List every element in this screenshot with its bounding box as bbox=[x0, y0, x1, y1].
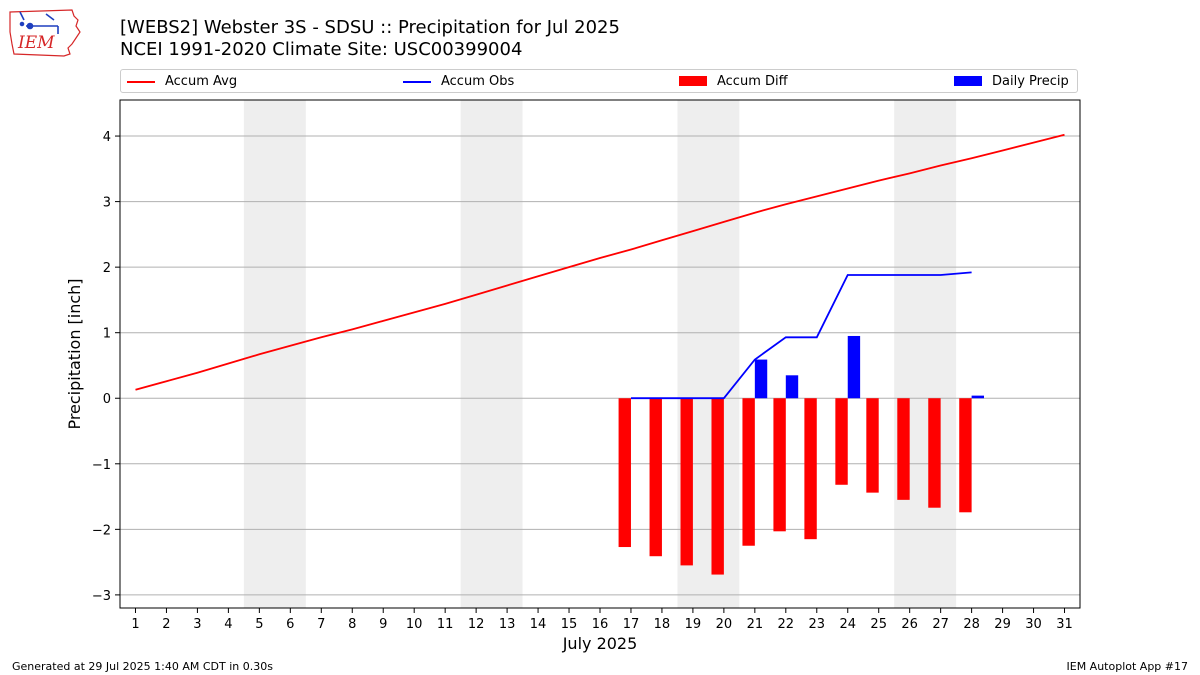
x-tick-label: 14 bbox=[530, 617, 547, 632]
y-tick-label: −3 bbox=[92, 589, 111, 604]
generated-timestamp: Generated at 29 Jul 2025 1:40 AM CDT in … bbox=[12, 660, 273, 673]
daily-precip-bar bbox=[847, 335, 861, 399]
x-tick-label: 21 bbox=[747, 617, 764, 632]
legend-label: Daily Precip bbox=[992, 74, 1069, 89]
accum-diff-bar bbox=[618, 398, 631, 548]
accum-diff-bar bbox=[742, 398, 755, 546]
x-tick-label: 29 bbox=[994, 617, 1011, 632]
legend-swatch-accum-diff bbox=[679, 76, 707, 86]
x-tick-label: 5 bbox=[255, 617, 263, 632]
chart-legend: Accum Avg Accum Obs Accum Diff Daily Pre… bbox=[120, 69, 1078, 93]
x-tick-label: 19 bbox=[685, 617, 702, 632]
weekend-shade bbox=[243, 100, 306, 608]
x-tick-label: 2 bbox=[162, 617, 170, 632]
accum-avg-line bbox=[135, 133, 1065, 391]
x-tick-label: 18 bbox=[654, 617, 671, 632]
app-credit: IEM Autoplot App #17 bbox=[1066, 660, 1189, 673]
chart-subtitle: NCEI 1991-2020 Climate Site: USC00399004 bbox=[120, 39, 523, 60]
x-tick-label: 11 bbox=[437, 617, 454, 632]
accum-diff-bar bbox=[711, 398, 724, 575]
x-tick-label: 20 bbox=[716, 617, 733, 632]
accum-diff-bar bbox=[649, 398, 662, 557]
accum-diff-bar bbox=[680, 398, 693, 566]
x-tick-label: 9 bbox=[379, 617, 387, 632]
x-tick-label: 3 bbox=[193, 617, 201, 632]
legend-swatch-daily-precip bbox=[954, 76, 982, 86]
x-tick-label: 1 bbox=[131, 617, 139, 632]
accum-diff-bar bbox=[835, 398, 848, 485]
y-tick-label: −1 bbox=[92, 458, 111, 473]
x-tick-label: 28 bbox=[963, 617, 980, 632]
daily-precip-bar bbox=[754, 359, 768, 399]
x-tick-label: 25 bbox=[870, 617, 887, 632]
x-tick-label: 10 bbox=[406, 617, 423, 632]
x-tick-label: 16 bbox=[592, 617, 609, 632]
x-tick-label: 31 bbox=[1056, 617, 1073, 632]
y-tick-label: −2 bbox=[92, 523, 111, 538]
legend-swatch-accum-avg bbox=[127, 81, 155, 83]
daily-precip-bar bbox=[971, 395, 984, 399]
iowa-outline bbox=[9, 9, 81, 57]
daily-precip-bar bbox=[785, 375, 799, 399]
y-tick-label: 2 bbox=[103, 261, 111, 276]
x-tick-label: 24 bbox=[839, 617, 856, 632]
x-tick-label: 6 bbox=[286, 617, 294, 632]
weekend-shade bbox=[894, 100, 957, 608]
x-tick-label: 30 bbox=[1025, 617, 1042, 632]
accum-obs-line bbox=[631, 271, 972, 400]
legend-label: Accum Obs bbox=[441, 74, 515, 89]
chart-title: [WEBS2] Webster 3S - SDSU :: Precipitati… bbox=[120, 17, 620, 38]
accum-diff-bar bbox=[866, 398, 879, 493]
accum-diff-bar bbox=[928, 398, 941, 508]
x-tick-label: 23 bbox=[809, 617, 826, 632]
y-tick-label: 1 bbox=[103, 327, 111, 342]
weekend-shade bbox=[460, 100, 523, 608]
x-tick-label: 17 bbox=[623, 617, 640, 632]
legend-swatch-accum-obs bbox=[403, 81, 431, 83]
x-tick-label: 13 bbox=[499, 617, 516, 632]
legend-label: Accum Avg bbox=[165, 74, 238, 89]
x-tick-label: 27 bbox=[932, 617, 949, 632]
accum-diff-bar bbox=[773, 398, 786, 532]
x-tick-label: 7 bbox=[317, 617, 325, 632]
y-tick-label: 0 bbox=[103, 392, 111, 407]
x-tick-label: 22 bbox=[778, 617, 795, 632]
logo-text: IEM bbox=[17, 33, 55, 53]
accum-diff-bar bbox=[897, 398, 910, 500]
x-tick-label: 15 bbox=[561, 617, 578, 632]
x-tick-label: 26 bbox=[901, 617, 918, 632]
iem-logo: IEM bbox=[9, 9, 81, 57]
weather-station-icon bbox=[19, 11, 59, 34]
y-tick-label: 4 bbox=[103, 130, 111, 145]
x-tick-label: 4 bbox=[224, 617, 232, 632]
legend-label: Accum Diff bbox=[717, 74, 788, 89]
y-axis-label: Precipitation [inch] bbox=[65, 278, 84, 429]
x-tick-label: 8 bbox=[348, 617, 356, 632]
accum-diff-bar bbox=[959, 398, 972, 513]
x-axis-label: July 2025 bbox=[562, 634, 638, 653]
accum-diff-bar bbox=[804, 398, 817, 540]
y-tick-label: 3 bbox=[103, 196, 111, 211]
x-tick-label: 12 bbox=[468, 617, 485, 632]
